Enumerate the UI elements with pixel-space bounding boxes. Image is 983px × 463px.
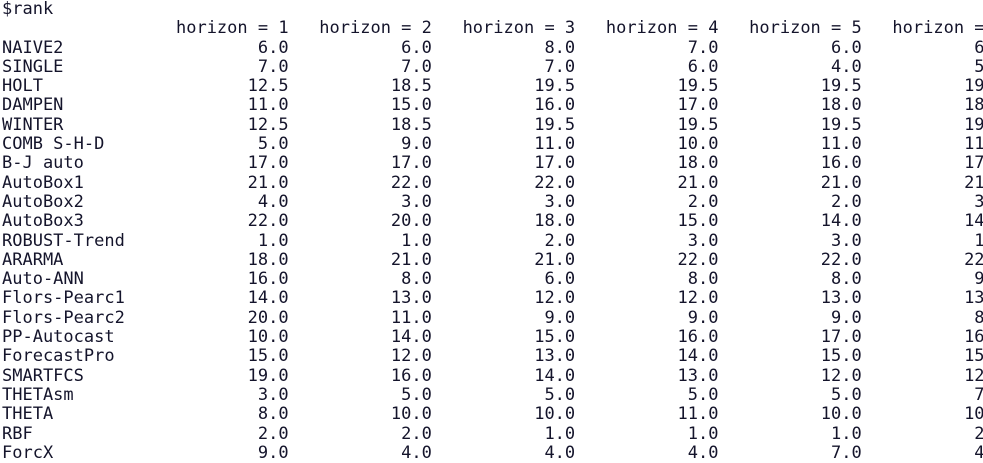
- table-body: NAIVE2 6.0 6.0 8.0 7.0 6.0 6.0 6.500000S…: [0, 37, 983, 463]
- table-row: SMARTFCS 19.0 16.0 14.0 13.0 12.0 12.0 1…: [2, 365, 983, 386]
- table-row: THETAsm 3.0 5.0 5.0 5.0 5.0 7.0 5.000000: [2, 384, 983, 405]
- table-row: RBF 2.0 2.0 1.0 1.0 1.0 2.0 1.500000: [2, 423, 983, 444]
- table-row: Auto-ANN 16.0 8.0 6.0 8.0 8.0 9.0 9.1666…: [2, 269, 983, 290]
- table-row: ARARMA 18.0 21.0 21.0 22.0 22.0 22.0 21.…: [2, 249, 983, 270]
- object-name-label: $rank: [2, 0, 54, 19]
- table-row: ForcX 9.0 4.0 4.0 4.0 7.0 4.0 5.333333: [2, 442, 983, 463]
- table-row: ForecastPro 15.0 12.0 13.0 14.0 15.0 15.…: [2, 346, 983, 367]
- table-row: SINGLE 7.0 7.0 7.0 6.0 4.0 5.0 6.000000: [2, 56, 983, 77]
- table-row: COMB S-H-D 5.0 9.0 11.0 10.0 11.0 11.0 9…: [2, 134, 983, 155]
- table-row: AutoBox3 22.0 20.0 18.0 15.0 14.0 14.0 1…: [2, 211, 983, 232]
- table-row: NAIVE2 6.0 6.0 8.0 7.0 6.0 6.0 6.500000: [2, 37, 983, 58]
- table-row: PP-Autocast 10.0 14.0 15.0 16.0 17.0 16.…: [2, 327, 983, 348]
- table-row: AutoBox2 4.0 3.0 3.0 2.0 2.0 3.0 2.83333…: [2, 191, 983, 212]
- table-row: AutoBox1 21.0 22.0 22.0 21.0 21.0 21.0 2…: [2, 172, 983, 193]
- table-row: DAMPEN 11.0 15.0 16.0 17.0 18.0 18.0 15.…: [2, 95, 983, 116]
- table-row: Flors-Pearc1 14.0 13.0 12.0 12.0 13.0 13…: [2, 288, 983, 309]
- table-row: HOLT 12.5 18.5 19.5 19.5 19.5 19.5 18.16…: [2, 76, 983, 97]
- table-row: WINTER 12.5 18.5 19.5 19.5 19.5 19.5 18.…: [2, 114, 983, 135]
- table-row: ROBUST-Trend 1.0 1.0 2.0 3.0 3.0 1.0 1.8…: [2, 230, 983, 251]
- table-row: Flors-Pearc2 20.0 11.0 9.0 9.0 9.0 8.0 1…: [2, 307, 983, 328]
- table-header-row: horizon = 1 horizon = 2 horizon = 3 hori…: [175, 18, 983, 39]
- table-row: THETA 8.0 10.0 10.0 11.0 10.0 10.0 9.833…: [2, 404, 983, 425]
- table-row: B-J auto 17.0 17.0 17.0 18.0 16.0 17.0 1…: [2, 153, 983, 174]
